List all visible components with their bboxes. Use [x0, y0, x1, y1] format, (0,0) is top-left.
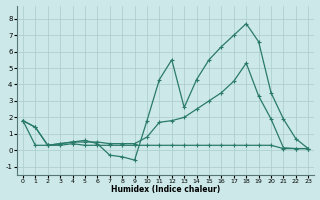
- X-axis label: Humidex (Indice chaleur): Humidex (Indice chaleur): [111, 185, 220, 194]
